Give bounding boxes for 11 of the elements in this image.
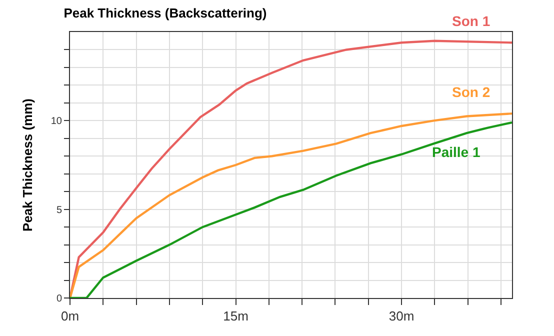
y-tick-label: 0 [56, 294, 62, 304]
y-tick-label: 10 [50, 116, 62, 128]
x-tick-label: 0m [60, 308, 80, 324]
chart-title: Peak Thickness (Backscattering) [64, 6, 267, 20]
y-tick-label: 5 [56, 204, 62, 216]
series-label: Paille 1 [432, 144, 480, 160]
x-tick-label: 30m [388, 308, 414, 324]
series-label: Son 2 [452, 84, 490, 100]
y-axis-title: Peak Thickness (mm) [20, 98, 35, 232]
x-tick-label: 15m [223, 308, 248, 324]
series-label: Son 1 [452, 13, 490, 29]
